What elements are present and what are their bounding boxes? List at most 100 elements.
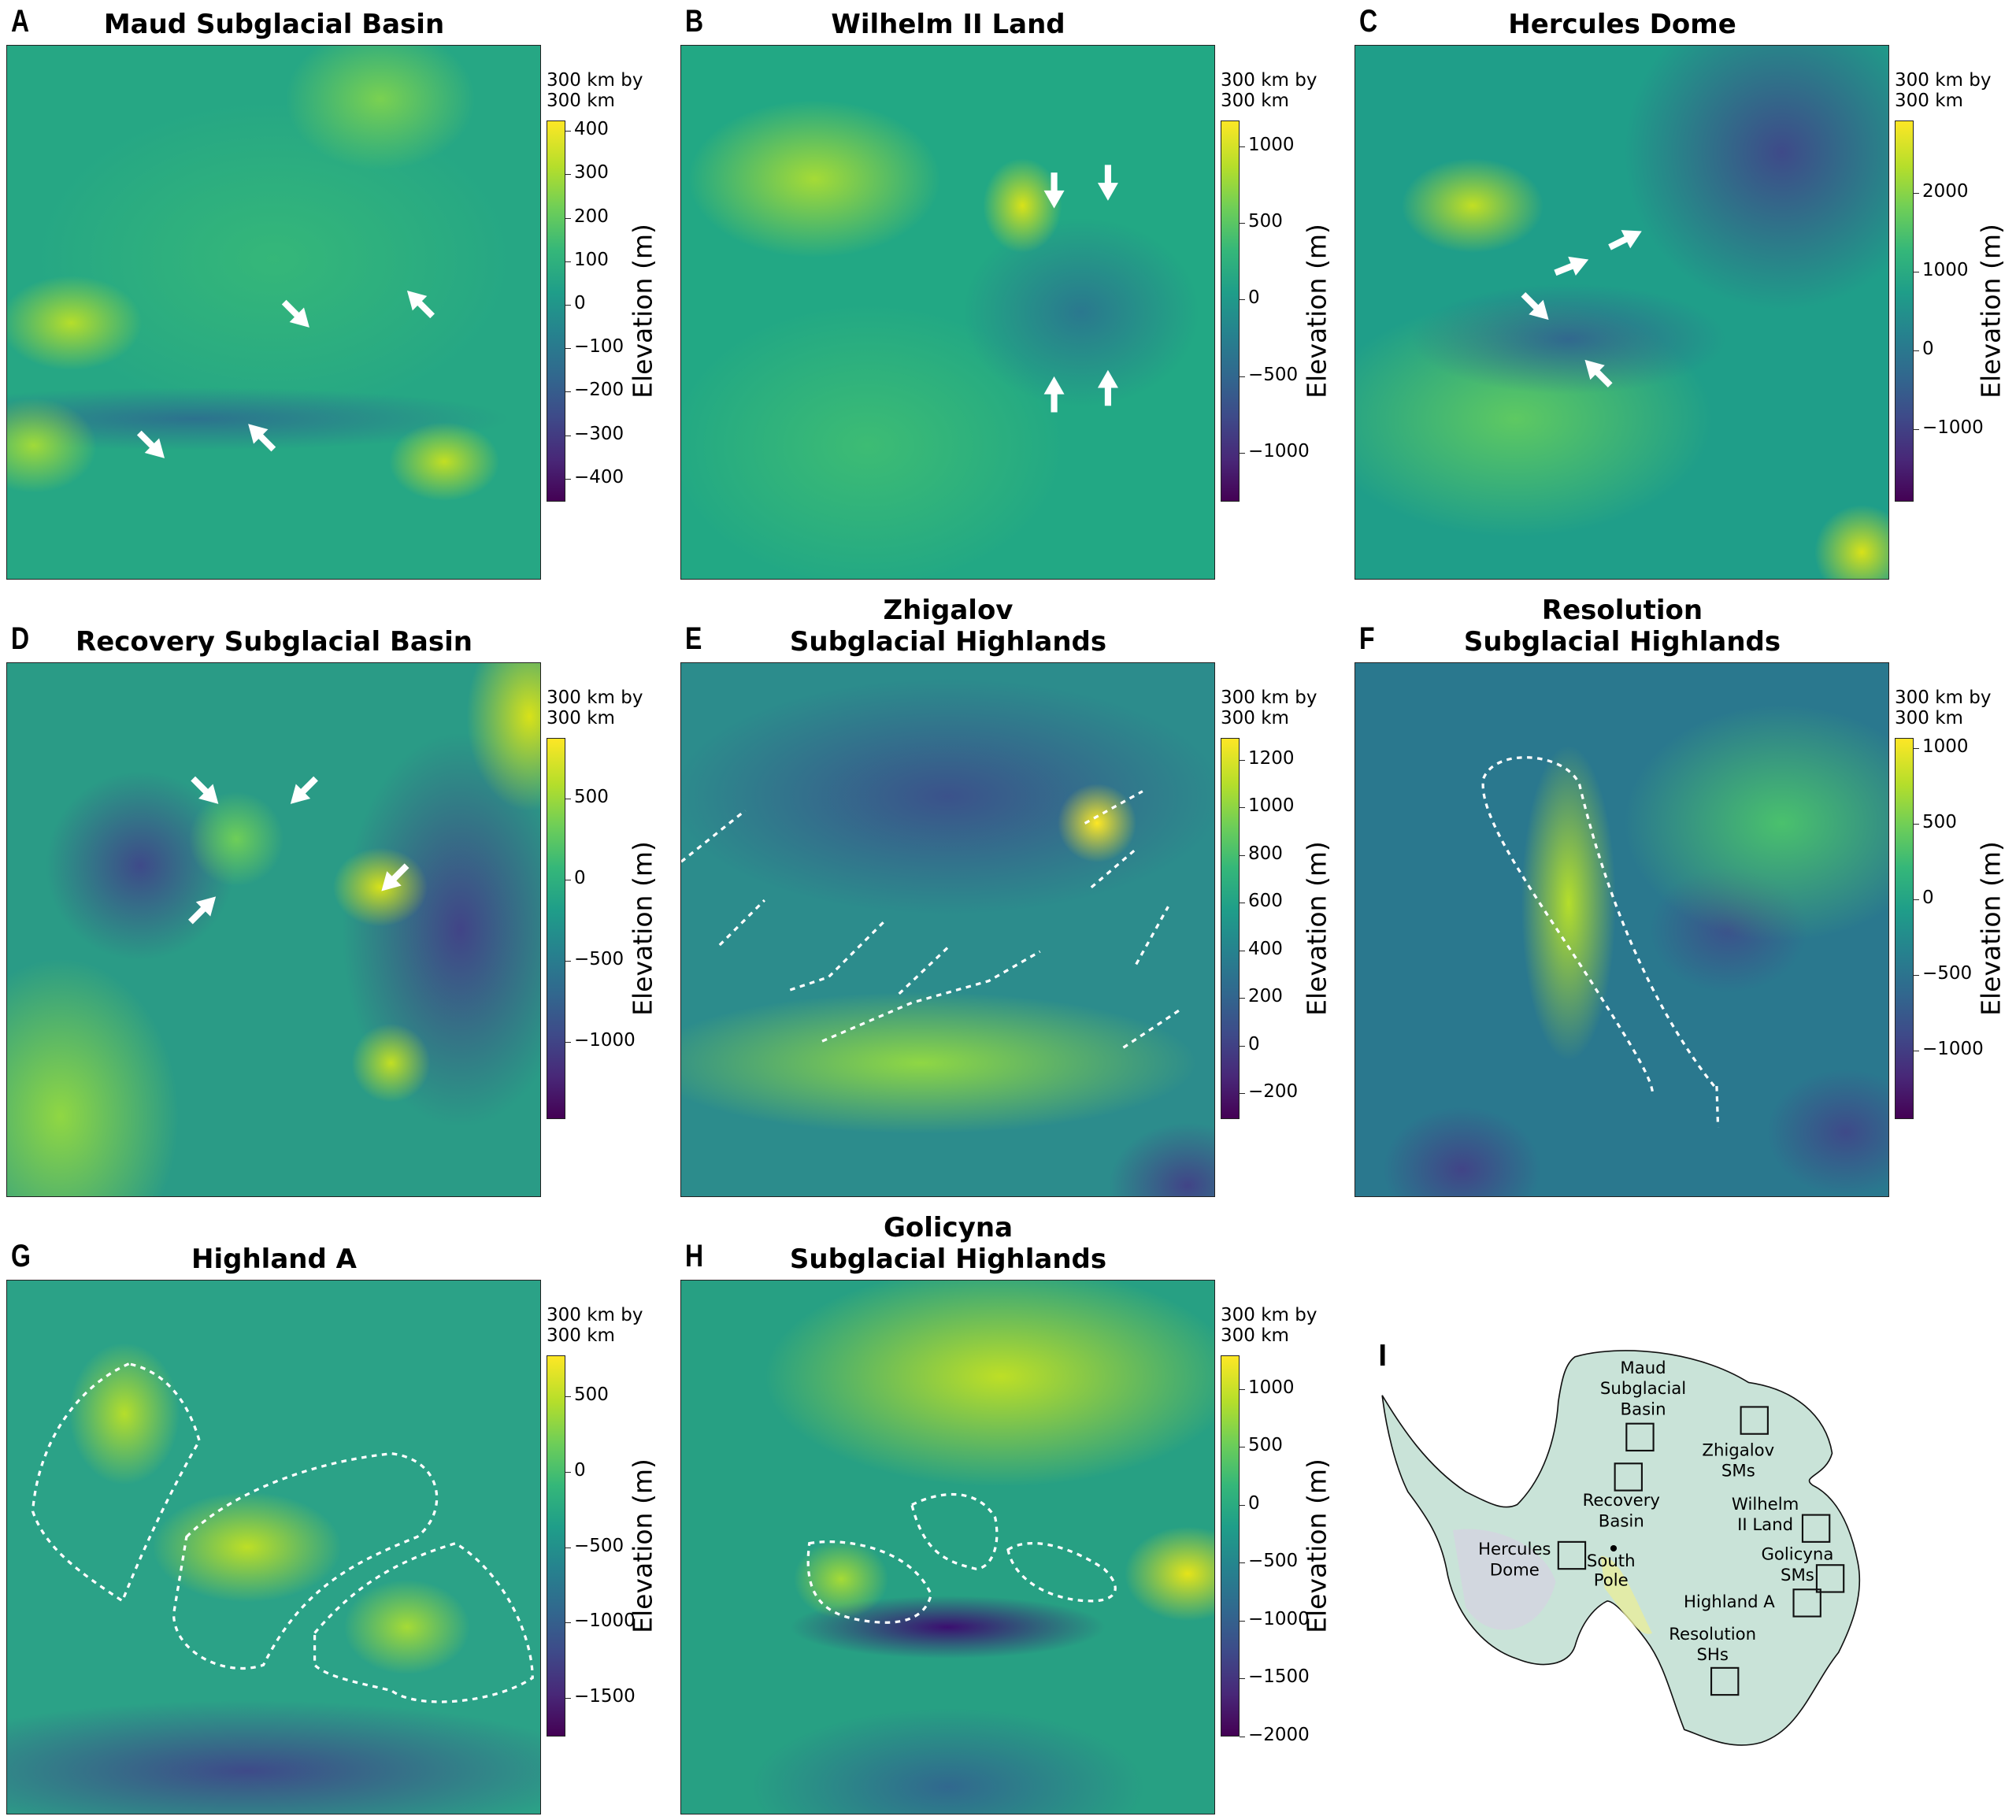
white-arrow-icon xyxy=(1554,256,1589,276)
tick-label: −200 xyxy=(574,380,624,401)
panel-title-line: Recovery Subglacial Basin xyxy=(76,626,472,658)
region-box xyxy=(1710,1666,1740,1696)
scale-note: 300 km by 300 km xyxy=(1221,70,1317,111)
white-arrow-icon xyxy=(1043,376,1065,413)
tick-label: 500 xyxy=(1248,211,1283,232)
panel-title-line: Maud Subglacial Basin xyxy=(103,9,445,40)
tick-label: 0 xyxy=(1248,1492,1260,1514)
tick-label: 1000 xyxy=(1922,736,1969,758)
tick-label: −2000 xyxy=(1248,1725,1310,1745)
tick-label: 500 xyxy=(574,786,609,807)
panel-title-F: Resolution Subglacial Highlands xyxy=(1323,595,1922,658)
tick-mark xyxy=(565,348,571,350)
tick-label: 500 xyxy=(1248,1435,1283,1456)
panel-title-line: Subglacial Highlands xyxy=(789,626,1107,658)
tick-label: 0 xyxy=(574,867,586,888)
panel-letter-C: C xyxy=(1359,4,1378,39)
map-annotations xyxy=(31,1362,534,1703)
panel-title-H: Golicyna Subglacial Highlands xyxy=(649,1212,1247,1275)
elevation-map-F xyxy=(1354,662,1889,1197)
map-annotations xyxy=(136,290,435,458)
panel-letter-D: D xyxy=(11,621,30,656)
tick-label: 1000 xyxy=(1248,1377,1295,1398)
tick-mark xyxy=(565,174,571,176)
tick-mark xyxy=(1240,1045,1245,1047)
tick-mark xyxy=(1240,1678,1245,1680)
tick-mark xyxy=(565,1622,571,1624)
region-label: Resolution xyxy=(1669,1625,1756,1644)
scale-note: 300 km by 300 km xyxy=(1895,688,1991,728)
dashed-outline xyxy=(898,943,951,995)
tick-label: −1000 xyxy=(1922,1039,1984,1060)
region-label: Golicyna xyxy=(1761,1545,1833,1565)
tick-mark xyxy=(1914,350,1919,352)
map-annotations xyxy=(188,776,410,925)
elevation-map-A xyxy=(6,45,541,580)
tick-label: −1500 xyxy=(574,1686,636,1707)
dashed-outline xyxy=(681,809,747,863)
dashed-outline xyxy=(172,1452,439,1670)
scale-note: 300 km by 300 km xyxy=(1221,1305,1317,1346)
region-box xyxy=(1801,1514,1831,1543)
region-label: Hercules xyxy=(1478,1540,1551,1559)
tick-label: 0 xyxy=(574,1459,586,1481)
panel-title-line: Hercules Dome xyxy=(1508,9,1736,40)
tick-label: 1000 xyxy=(1248,795,1295,817)
tick-label: 1000 xyxy=(1922,259,1969,280)
colorbar-D xyxy=(547,738,565,1119)
white-arrow-icon xyxy=(191,776,219,804)
scale-note-line: 300 km by xyxy=(1221,70,1317,91)
tick-mark xyxy=(565,1698,571,1699)
tick-mark xyxy=(1240,1620,1245,1622)
tick-mark xyxy=(1240,223,1245,224)
tick-mark xyxy=(565,217,571,219)
overview-map-antarctica: I MaudSubglacialBasinRecoveryBasinZhigal… xyxy=(1378,1339,1861,1746)
panel-title-E: Zhigalov Subglacial Highlands xyxy=(649,595,1247,658)
tick-label: 100 xyxy=(574,249,609,270)
region-box xyxy=(1557,1540,1587,1570)
white-arrow-icon xyxy=(1521,292,1549,321)
scale-note-line: 300 km xyxy=(1895,708,1963,728)
tick-label: 400 xyxy=(574,119,609,140)
elevation-map-C xyxy=(1354,45,1889,580)
scale-note-line: 300 km xyxy=(1221,708,1289,728)
panel-letter-G: G xyxy=(11,1239,31,1273)
tick-mark xyxy=(1914,899,1919,901)
tick-label: −100 xyxy=(574,336,624,358)
panel-letter-A: A xyxy=(11,4,30,39)
scale-note-line: 300 km by xyxy=(1895,688,1992,708)
scale-note: 300 km by 300 km xyxy=(547,1305,643,1346)
tick-mark xyxy=(565,1471,571,1473)
region-box xyxy=(1792,1588,1821,1618)
white-arrow-icon xyxy=(1584,359,1613,387)
elevation-map-D xyxy=(6,662,541,1197)
dashed-outline xyxy=(789,918,888,992)
tick-label: 200 xyxy=(1248,986,1283,1007)
tick-label: −500 xyxy=(1248,1551,1299,1572)
scale-note-line: 300 km xyxy=(1895,91,1963,111)
white-arrow-icon xyxy=(188,896,217,925)
south-pole-marker xyxy=(1610,1544,1618,1552)
tick-label: −500 xyxy=(574,1535,624,1556)
map-annotations xyxy=(1481,756,1720,1128)
tick-mark xyxy=(1240,146,1245,147)
region-label: Dome xyxy=(1490,1560,1540,1580)
tick-mark xyxy=(1240,452,1245,454)
elevation-map-H xyxy=(680,1280,1215,1814)
tick-mark xyxy=(1240,299,1245,301)
tick-label: 1000 xyxy=(1248,134,1295,155)
panel-letter-I: I xyxy=(1378,1339,1387,1373)
tick-mark xyxy=(1914,192,1919,194)
colorbar-H xyxy=(1221,1355,1240,1737)
dashed-outline xyxy=(806,1540,933,1624)
tick-mark xyxy=(1240,1504,1245,1506)
scale-note-line: 300 km xyxy=(547,1325,615,1346)
tick-mark xyxy=(565,391,571,393)
tick-label: −300 xyxy=(574,423,624,444)
tick-label: 200 xyxy=(574,206,609,227)
colorbar-E xyxy=(1221,738,1240,1119)
region-label: SMs xyxy=(1781,1566,1814,1585)
region-label: Maud xyxy=(1620,1359,1666,1378)
tick-label: 500 xyxy=(1922,812,1957,833)
panel-title-line: Subglacial Highlands xyxy=(789,1244,1107,1275)
